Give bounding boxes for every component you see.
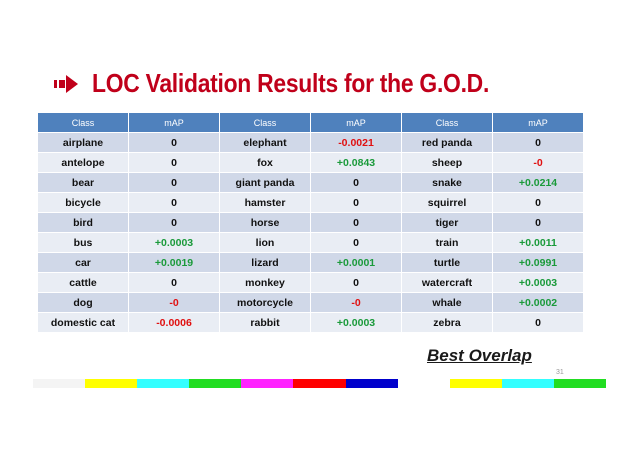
- map-cell: +0.0991: [492, 252, 584, 273]
- table-row: airplane 0 elephant -0.0021 red panda 0: [37, 132, 584, 153]
- table-row: cattle 0 monkey 0 watercraft +0.0003: [37, 272, 584, 293]
- best-overlap-caption: Best Overlap: [427, 346, 532, 365]
- color-bar-segment: [501, 379, 554, 388]
- map-cell: 0: [128, 272, 220, 293]
- map-cell: 0: [310, 272, 402, 293]
- map-cell: 0: [128, 132, 220, 153]
- color-bar-segment: [33, 379, 86, 388]
- map-cell: 0: [128, 212, 220, 233]
- color-bar-segment: [293, 379, 346, 388]
- map-cell: +0.0003: [310, 312, 402, 333]
- class-cell: whale: [401, 292, 493, 313]
- table-row: antelope 0 fox +0.0843 sheep -0: [37, 152, 584, 173]
- results-table: Class mAP Class mAP Class mAP airplane 0 e…: [37, 112, 584, 333]
- class-cell: motorcycle: [219, 292, 311, 313]
- column-header: mAP: [492, 112, 584, 133]
- column-header: Class: [219, 112, 311, 133]
- class-cell: horse: [219, 212, 311, 233]
- color-bar-segment: [137, 379, 190, 388]
- page-number: 31: [556, 369, 564, 376]
- table-row: bear 0 giant panda 0 snake +0.0214: [37, 172, 584, 193]
- class-cell: monkey: [219, 272, 311, 293]
- map-cell: 0: [310, 192, 402, 213]
- table-row: domestic cat -0.0006 rabbit +0.0003 zebra 0: [37, 312, 584, 333]
- right-arrow-icon: [54, 74, 78, 93]
- class-cell: train: [401, 232, 493, 253]
- map-cell: +0.0001: [310, 252, 402, 273]
- table-row: bird 0 horse 0 tiger 0: [37, 212, 584, 233]
- table-header-row: Class mAP Class mAP Class mAP: [37, 112, 584, 133]
- map-cell: +0.0019: [128, 252, 220, 273]
- map-cell: +0.0003: [492, 272, 584, 293]
- class-cell: car: [37, 252, 129, 273]
- class-cell: rabbit: [219, 312, 311, 333]
- map-cell: -0: [128, 292, 220, 313]
- color-bar-segment: [449, 379, 502, 388]
- class-cell: sheep: [401, 152, 493, 173]
- class-cell: watercraft: [401, 272, 493, 293]
- map-cell: -0.0021: [310, 132, 402, 153]
- map-cell: -0.0006: [128, 312, 220, 333]
- map-cell: +0.0011: [492, 232, 584, 253]
- map-cell: +0.0214: [492, 172, 584, 193]
- map-cell: 0: [128, 152, 220, 173]
- color-bar-segment: [189, 379, 242, 388]
- map-cell: 0: [492, 132, 584, 153]
- map-cell: 0: [492, 312, 584, 333]
- map-cell: 0: [310, 232, 402, 253]
- map-cell: +0.0003: [128, 232, 220, 253]
- map-cell: 0: [492, 192, 584, 213]
- class-cell: hamster: [219, 192, 311, 213]
- class-cell: squirrel: [401, 192, 493, 213]
- class-cell: fox: [219, 152, 311, 173]
- class-cell: dog: [37, 292, 129, 313]
- map-cell: 0: [492, 212, 584, 233]
- map-cell: 0: [310, 212, 402, 233]
- color-bar-segment: [85, 379, 138, 388]
- map-cell: +0.0843: [310, 152, 402, 173]
- class-cell: antelope: [37, 152, 129, 173]
- class-cell: elephant: [219, 132, 311, 153]
- class-cell: snake: [401, 172, 493, 193]
- table-row: bus +0.0003 lion 0 train +0.0011: [37, 232, 584, 253]
- table-body: airplane 0 elephant -0.0021 red panda 0 antelo…: [37, 132, 584, 333]
- map-cell: -0: [310, 292, 402, 313]
- decorative-color-bar: [33, 379, 607, 388]
- class-cell: turtle: [401, 252, 493, 273]
- table-row: bicycle 0 hamster 0 squirrel 0: [37, 192, 584, 213]
- table-row: car +0.0019 lizard +0.0001 turtle +0.0991: [37, 252, 584, 273]
- class-cell: airplane: [37, 132, 129, 153]
- map-cell: -0: [492, 152, 584, 173]
- color-bar-segment: [241, 379, 294, 388]
- class-cell: lion: [219, 232, 311, 253]
- class-cell: lizard: [219, 252, 311, 273]
- column-header: Class: [401, 112, 493, 133]
- map-cell: +0.0002: [492, 292, 584, 313]
- class-cell: bicycle: [37, 192, 129, 213]
- table-row: dog -0 motorcycle -0 whale +0.0002: [37, 292, 584, 313]
- class-cell: giant panda: [219, 172, 311, 193]
- color-bar-segment: [345, 379, 398, 388]
- class-cell: cattle: [37, 272, 129, 293]
- class-cell: domestic cat: [37, 312, 129, 333]
- column-header: mAP: [128, 112, 220, 133]
- color-bar-segment: [553, 379, 607, 388]
- slide-title: LOC Validation Results for the G.O.D.: [92, 68, 490, 98]
- class-cell: red panda: [401, 132, 493, 153]
- class-cell: bus: [37, 232, 129, 253]
- color-bar-segment: [397, 379, 450, 388]
- class-cell: bird: [37, 212, 129, 233]
- map-cell: 0: [310, 172, 402, 193]
- class-cell: tiger: [401, 212, 493, 233]
- column-header: mAP: [310, 112, 402, 133]
- class-cell: bear: [37, 172, 129, 193]
- map-cell: 0: [128, 192, 220, 213]
- title-row: LOC Validation Results for the G.O.D.: [54, 68, 543, 99]
- column-header: Class: [37, 112, 129, 133]
- class-cell: zebra: [401, 312, 493, 333]
- map-cell: 0: [128, 172, 220, 193]
